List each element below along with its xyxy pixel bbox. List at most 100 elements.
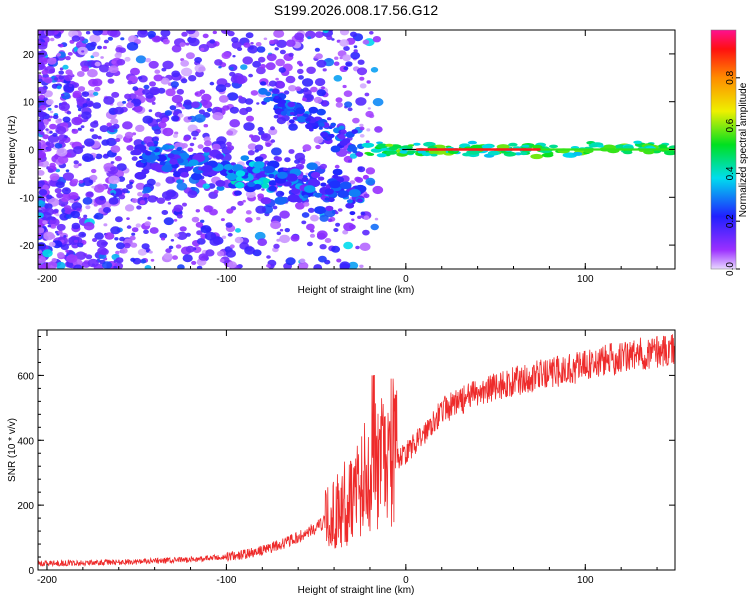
noise-blob <box>309 233 316 238</box>
band-blob <box>340 181 352 190</box>
noise-blob <box>374 217 379 221</box>
noise-blob <box>115 257 124 264</box>
noise-blob <box>38 227 45 234</box>
noise-blob <box>55 181 65 189</box>
noise-blob <box>270 220 282 230</box>
noise-blob <box>350 31 357 37</box>
carrier-halo <box>572 151 583 156</box>
noise-blob <box>92 102 102 109</box>
noise-blob <box>144 221 151 227</box>
band-blob <box>168 145 175 149</box>
x-tick-label: 100 <box>577 575 594 586</box>
noise-blob <box>322 68 327 72</box>
noise-blob <box>94 86 101 92</box>
noise-blob <box>160 77 170 85</box>
band-blob <box>307 179 321 188</box>
noise-blob <box>372 185 384 195</box>
noise-blob <box>176 182 188 191</box>
noise-blob <box>263 37 268 41</box>
noise-blob <box>38 170 45 176</box>
noise-blob <box>143 197 148 200</box>
noise-blob <box>148 250 153 254</box>
noise-blob <box>73 117 83 124</box>
noise-blob <box>132 86 139 91</box>
noise-blob <box>254 149 259 153</box>
noise-blob <box>38 141 42 147</box>
noise-blob <box>314 78 326 87</box>
noise-blob <box>187 116 192 120</box>
noise-blob <box>331 245 341 253</box>
band-blob <box>328 197 335 203</box>
noise-blob <box>110 192 115 196</box>
noise-blob <box>111 60 116 64</box>
noise-blob <box>149 227 159 234</box>
noise-blob <box>173 204 184 212</box>
noise-blob <box>49 110 54 114</box>
noise-blob <box>301 161 306 165</box>
band-blob <box>303 194 309 199</box>
noise-blob <box>274 47 279 51</box>
noise-blob <box>345 61 353 67</box>
noise-blob <box>142 115 153 124</box>
band-blob <box>216 185 225 191</box>
noise-blob <box>103 96 115 105</box>
noise-blob <box>127 80 133 85</box>
noise-blob <box>81 111 92 120</box>
noise-blob <box>38 74 43 80</box>
noise-blob <box>196 238 206 245</box>
band-blob <box>223 164 233 171</box>
band-blob <box>235 170 246 177</box>
carrier-halo <box>386 150 398 155</box>
noise-blob <box>122 100 127 104</box>
noise-blob <box>273 30 285 38</box>
noise-blob <box>334 211 339 215</box>
noise-blob <box>367 107 371 110</box>
noise-blob <box>182 202 187 207</box>
noise-blob <box>45 99 54 105</box>
noise-blob <box>365 140 370 144</box>
band-blob <box>253 161 265 169</box>
band-blob <box>268 180 278 186</box>
noise-blob <box>185 245 195 253</box>
band-blob <box>325 205 334 212</box>
noise-blob <box>227 30 235 37</box>
snr-panel: -200 -100 0 100 0 200 400 600 Height of straigh… <box>7 329 676 596</box>
noise-blob <box>92 81 96 85</box>
noise-blob <box>342 54 351 62</box>
noise-blob <box>124 131 134 139</box>
noise-blob <box>80 60 90 68</box>
noise-blob <box>216 107 221 110</box>
noise-blob <box>96 239 108 248</box>
noise-blob <box>49 224 57 229</box>
noise-blob <box>288 85 297 92</box>
noise-blob <box>99 125 109 133</box>
noise-blob <box>71 222 81 230</box>
noise-blob <box>97 45 102 50</box>
noise-blob <box>43 97 48 101</box>
snr-series-line <box>38 334 675 568</box>
carrier-halo <box>385 143 394 147</box>
noise-blob <box>63 83 75 92</box>
noise-blob <box>82 197 93 205</box>
noise-blob <box>275 58 286 67</box>
noise-blob <box>151 136 159 143</box>
noise-blob <box>57 43 62 47</box>
noise-blob <box>359 123 364 128</box>
noise-blob <box>195 221 204 228</box>
noise-blob <box>243 122 255 131</box>
band-blob <box>161 164 173 173</box>
noise-blob <box>319 163 327 170</box>
noise-blob <box>254 231 266 241</box>
noise-blob <box>205 249 215 257</box>
carrier-halo <box>487 150 500 156</box>
noise-blob <box>92 78 103 87</box>
noise-blob <box>62 172 74 181</box>
noise-blob <box>302 78 314 87</box>
noise-blob <box>250 42 254 45</box>
noise-blob <box>49 115 53 119</box>
noise-blob <box>271 147 282 156</box>
noise-blob <box>357 166 363 171</box>
noise-blob <box>315 53 323 60</box>
noise-blob <box>83 138 95 147</box>
noise-blob <box>143 84 150 90</box>
